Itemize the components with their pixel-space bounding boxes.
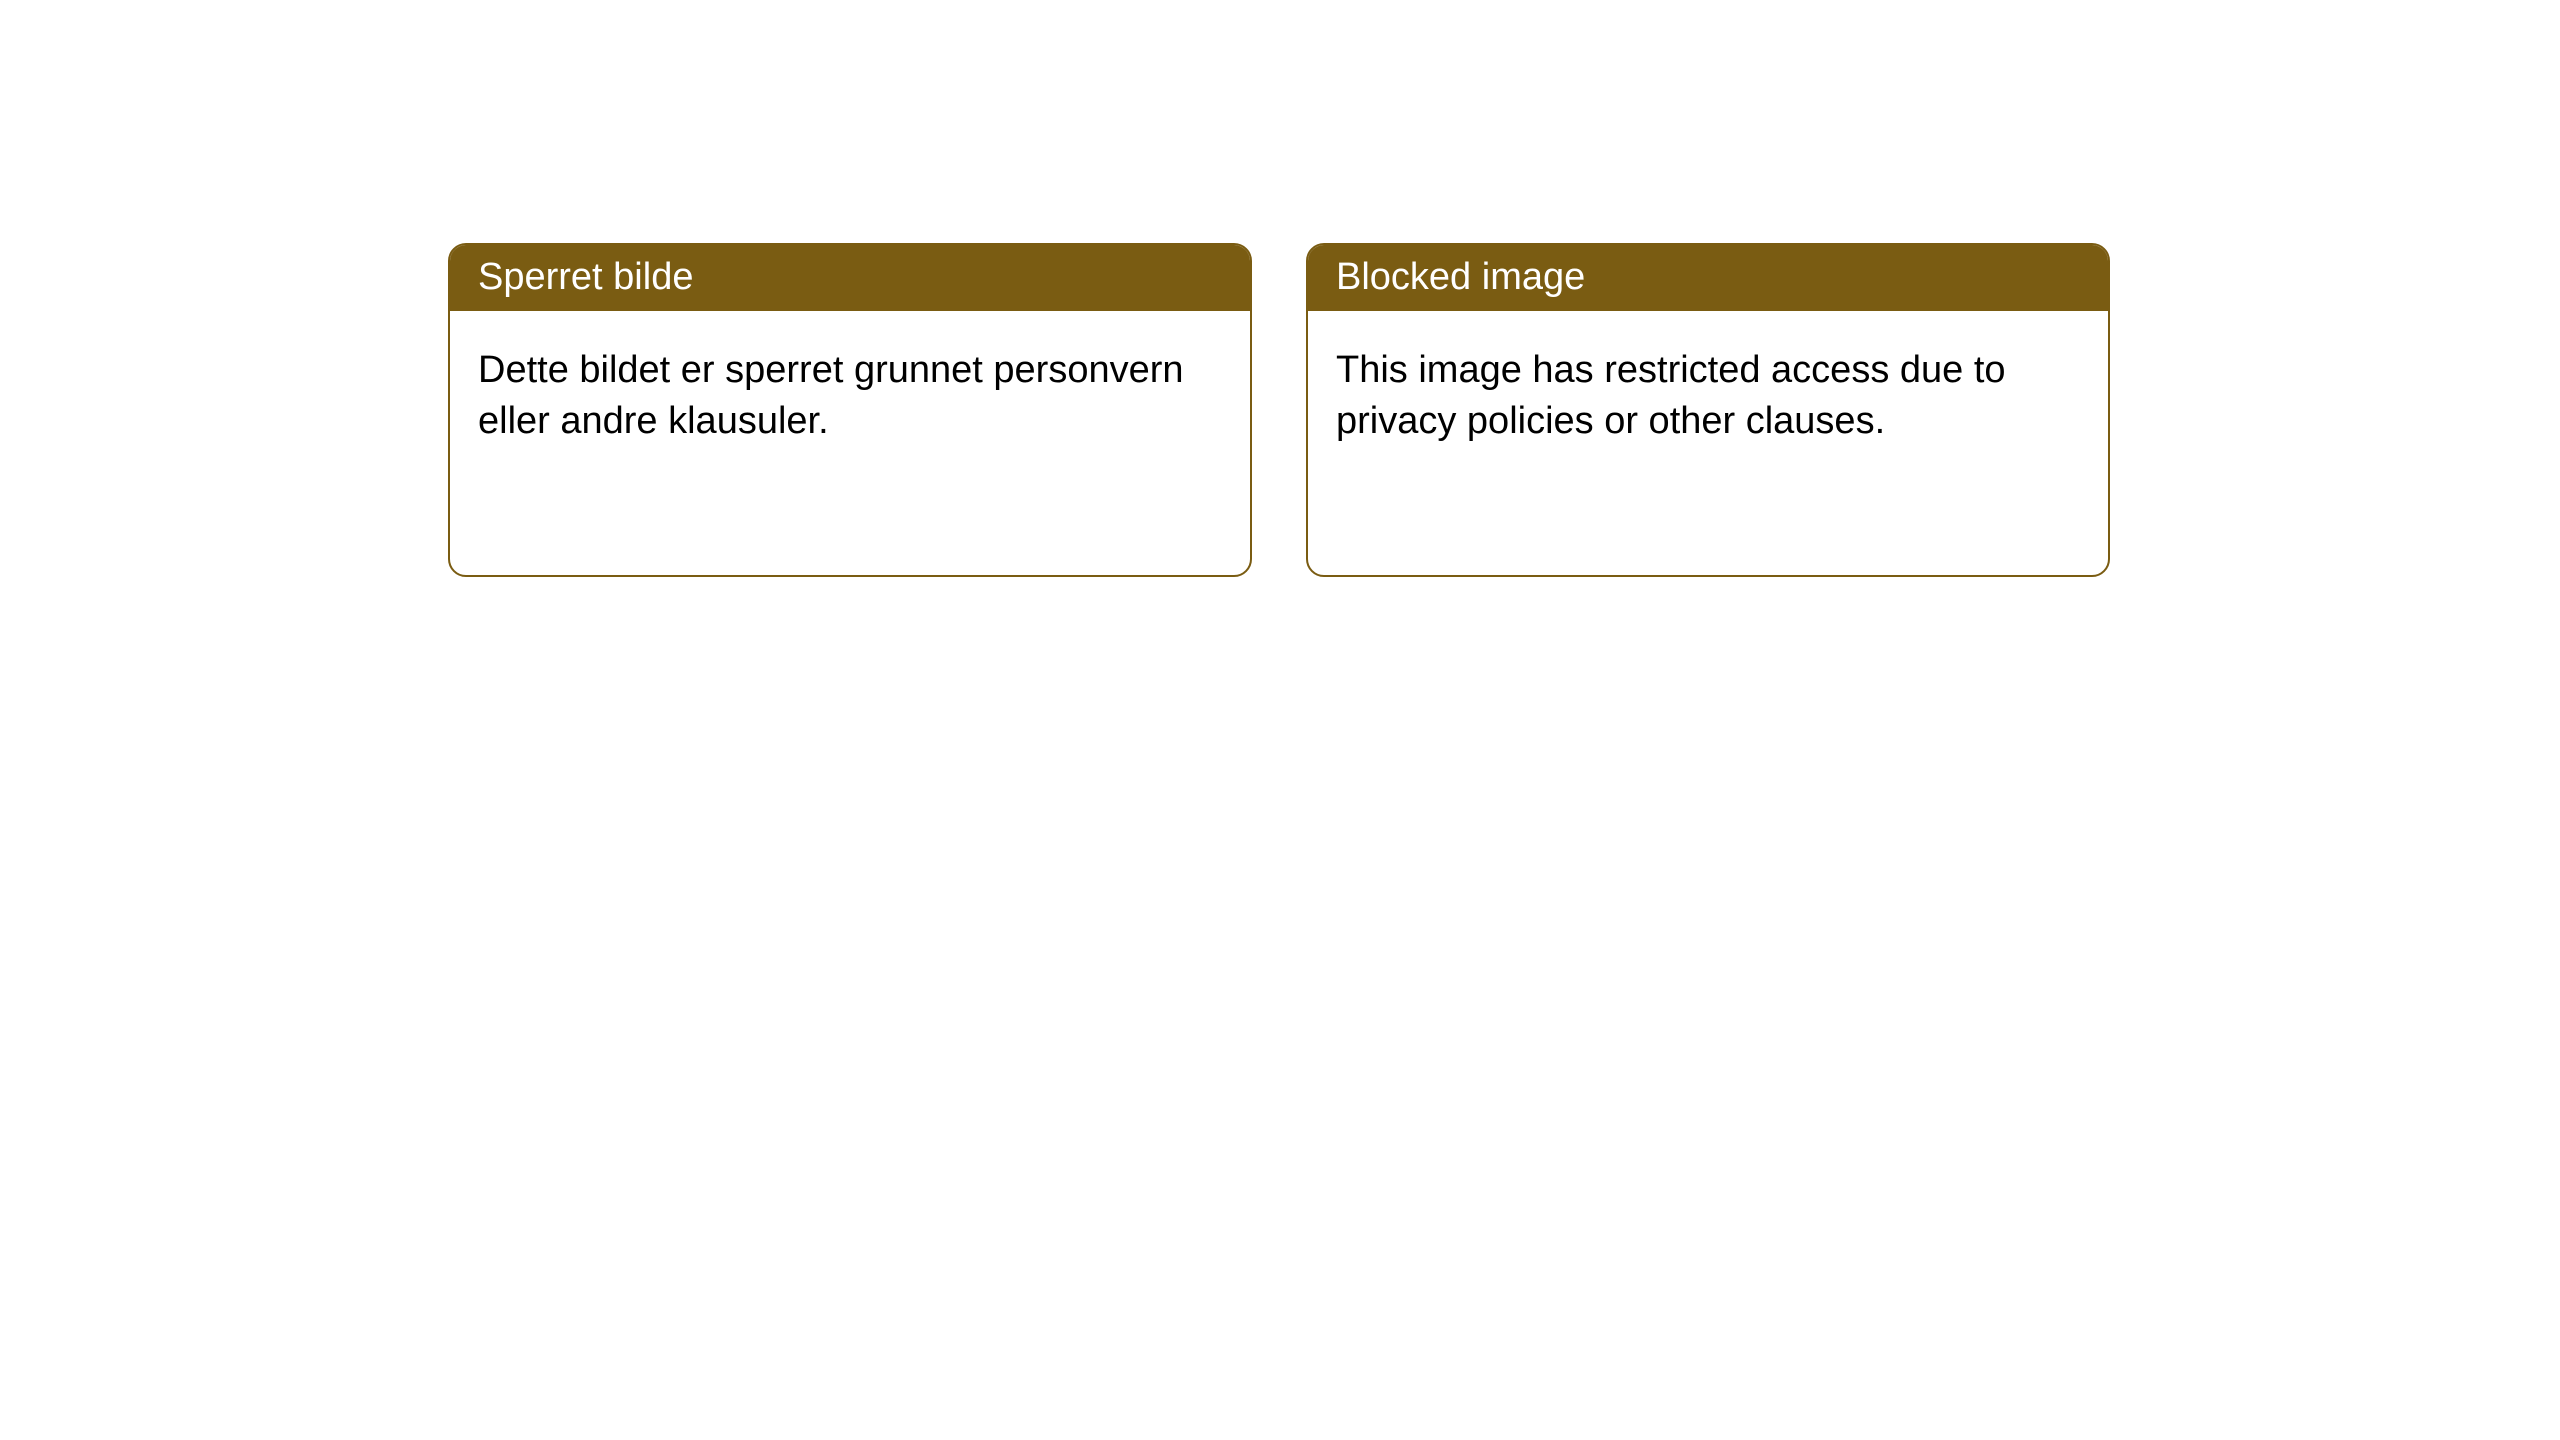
card-header: Blocked image bbox=[1308, 245, 2108, 311]
card-title: Sperret bilde bbox=[478, 256, 693, 298]
notice-card-english: Blocked image This image has restricted … bbox=[1306, 243, 2110, 577]
notice-cards-container: Sperret bilde Dette bildet er sperret gr… bbox=[0, 0, 2560, 577]
card-body: Dette bildet er sperret grunnet personve… bbox=[450, 311, 1250, 476]
notice-card-norwegian: Sperret bilde Dette bildet er sperret gr… bbox=[448, 243, 1252, 577]
card-body-text: Dette bildet er sperret grunnet personve… bbox=[478, 349, 1184, 442]
card-body-text: This image has restricted access due to … bbox=[1336, 349, 2006, 442]
card-header: Sperret bilde bbox=[450, 245, 1250, 311]
card-title: Blocked image bbox=[1336, 256, 1585, 298]
card-body: This image has restricted access due to … bbox=[1308, 311, 2108, 476]
